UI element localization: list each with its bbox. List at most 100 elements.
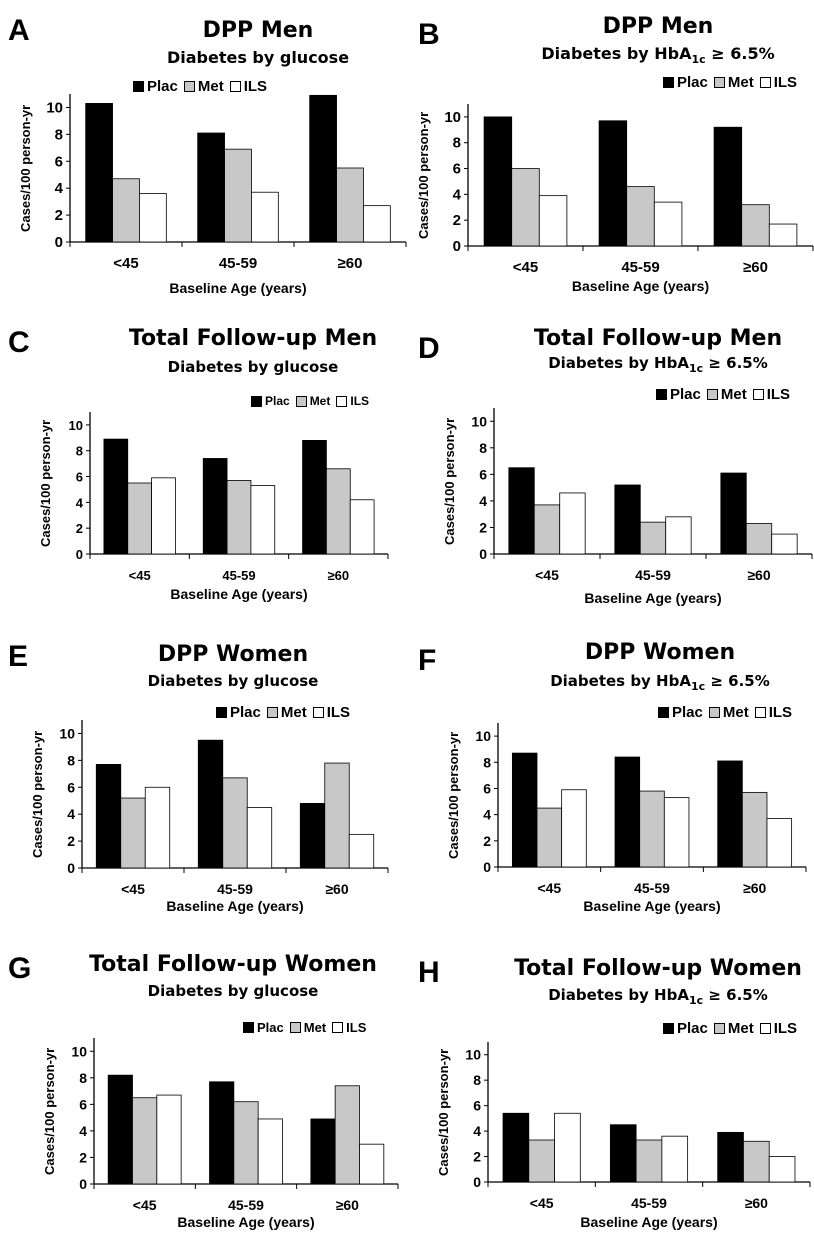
y-tick-label: 0: [479, 546, 487, 562]
bar-met: [639, 521, 667, 555]
legend-swatch: [759, 1023, 771, 1034]
bar-met: [635, 1139, 663, 1183]
legend-item-plac: Plac: [216, 704, 261, 721]
chart-panel-c: C Total Follow-up Men Diabetes by glucose P…: [8, 322, 408, 632]
x-category-label: 45-59: [635, 567, 671, 583]
legend-swatch: [295, 395, 307, 407]
chart-subtitle: Diabetes by HbA1c ≥ 6.5%: [508, 986, 808, 1007]
legend-label: Plac: [672, 704, 703, 721]
legend-swatch: [266, 707, 278, 718]
legend-item-ils: ILS: [759, 74, 797, 91]
y-tick-label: 0: [67, 860, 75, 876]
plot-area: 0 2 4 6 8 10 <45 45-59 ≥60: [475, 723, 807, 896]
bar-plac: [502, 1112, 530, 1183]
legend-swatch: [216, 707, 227, 718]
y-tick-label: 8: [67, 752, 75, 768]
subtitle-threshold: ≥ 6.5%: [705, 44, 775, 63]
chart-legend: Plac Met ILS: [133, 78, 273, 95]
subtitle-text: Diabetes by HbA: [541, 44, 692, 63]
y-tick-label: 2: [479, 519, 487, 535]
x-axis-label: Baseline Age (years): [571, 278, 710, 294]
bar-plac: [717, 1131, 744, 1183]
y-tick-label: 6: [76, 470, 83, 485]
legend-label: Met: [727, 1020, 754, 1037]
bar-ils: [771, 533, 798, 555]
x-axis-label: Baseline Age (years): [169, 280, 307, 296]
bar-met: [112, 178, 140, 243]
legend-item-plac: Plac: [251, 394, 290, 408]
subtitle-text: Diabetes by HbA: [548, 986, 689, 1004]
legend-swatch: [752, 389, 764, 400]
chart-legend: Plac Met ILS: [251, 394, 375, 408]
chart-legend: Plac Met ILS: [216, 704, 356, 721]
y-tick-label: 0: [76, 547, 83, 562]
bar-plac: [309, 94, 337, 243]
y-tick-label: 4: [453, 186, 462, 203]
bar-met: [334, 1085, 360, 1185]
y-tick-label: 2: [76, 521, 83, 536]
bar-plac: [483, 116, 513, 247]
plot-area: 0 2 4 6 8 10 <45 45-59 ≥60: [71, 1038, 399, 1213]
legend-label: Met: [309, 394, 331, 408]
legend-label: ILS: [243, 78, 268, 95]
bar-plac: [202, 458, 228, 555]
bar-plac: [508, 467, 535, 555]
legend-item-plac: Plac: [656, 386, 701, 403]
legend-label: Plac: [670, 386, 701, 403]
y-tick-label: 6: [483, 780, 491, 796]
bar-plac: [95, 763, 122, 869]
chart-title: Total Follow-up Women: [514, 956, 802, 981]
x-axis-label: Baseline Age (years): [177, 1214, 315, 1230]
chart-subtitle: Diabetes by HbA1c ≥ 6.5%: [508, 44, 808, 66]
subtitle-subscript: 1c: [691, 53, 706, 67]
x-category-label: <45: [129, 568, 151, 583]
chart-panel-h: H Total Follow-up Women Diabetes by HbA1c …: [418, 950, 814, 1260]
y-tick-label: 8: [453, 135, 461, 152]
legend-swatch: [251, 395, 262, 407]
subtitle-text: Diabetes by HbA: [548, 354, 689, 372]
bar-met: [511, 168, 540, 247]
chart-title: Total Follow-up Women: [89, 952, 377, 977]
panel-letter: D: [418, 332, 440, 365]
bar-ils: [246, 807, 273, 869]
y-tick-label: 8: [55, 126, 63, 143]
chart-title: DPP Men: [202, 18, 314, 43]
chart-title: DPP Women: [584, 640, 736, 665]
bar-met: [226, 480, 252, 555]
panel-letter: H: [418, 956, 440, 989]
legend-label: Plac: [677, 74, 708, 91]
legend-item-ils: ILS: [312, 704, 350, 721]
legend-item-met: Met: [706, 386, 747, 403]
y-tick-label: 4: [76, 495, 84, 510]
y-tick-label: 6: [473, 1098, 481, 1114]
legend-item-ils: ILS: [332, 1020, 366, 1035]
x-category-label: 45-59: [631, 1195, 667, 1211]
bar-met: [533, 504, 561, 555]
legend-item-met: Met: [266, 704, 307, 721]
bar-plac: [299, 803, 326, 869]
bar-plac: [103, 438, 129, 555]
bar-ils: [768, 223, 798, 247]
x-category-label: ≥60: [338, 255, 363, 272]
legend-swatch: [663, 77, 674, 88]
legend-swatch: [336, 395, 348, 407]
subtitle-subscript: 1c: [688, 994, 704, 1007]
legend-swatch: [706, 389, 718, 400]
legend-swatch: [289, 1022, 301, 1033]
legend-item-met: Met: [713, 1020, 754, 1037]
y-tick-label: 8: [79, 1070, 87, 1086]
x-category-label: <45: [530, 1195, 554, 1211]
bar-plac: [720, 472, 747, 555]
x-category-label: <45: [133, 1197, 157, 1213]
bar-ils: [561, 789, 587, 868]
bar-plac: [598, 120, 628, 247]
x-category-label: 45-59: [621, 259, 659, 276]
x-axis-label: Baseline Age (years): [166, 898, 304, 914]
bar-plac: [717, 760, 743, 868]
subtitle-threshold: ≥ 6.5%: [703, 986, 768, 1004]
bar-plac: [511, 752, 538, 868]
legend-label: ILS: [773, 1020, 798, 1037]
x-category-label: ≥60: [328, 568, 350, 583]
legend-item-plac: Plac: [658, 704, 703, 721]
subtitle-text: Diabetes by glucose: [147, 982, 319, 1000]
